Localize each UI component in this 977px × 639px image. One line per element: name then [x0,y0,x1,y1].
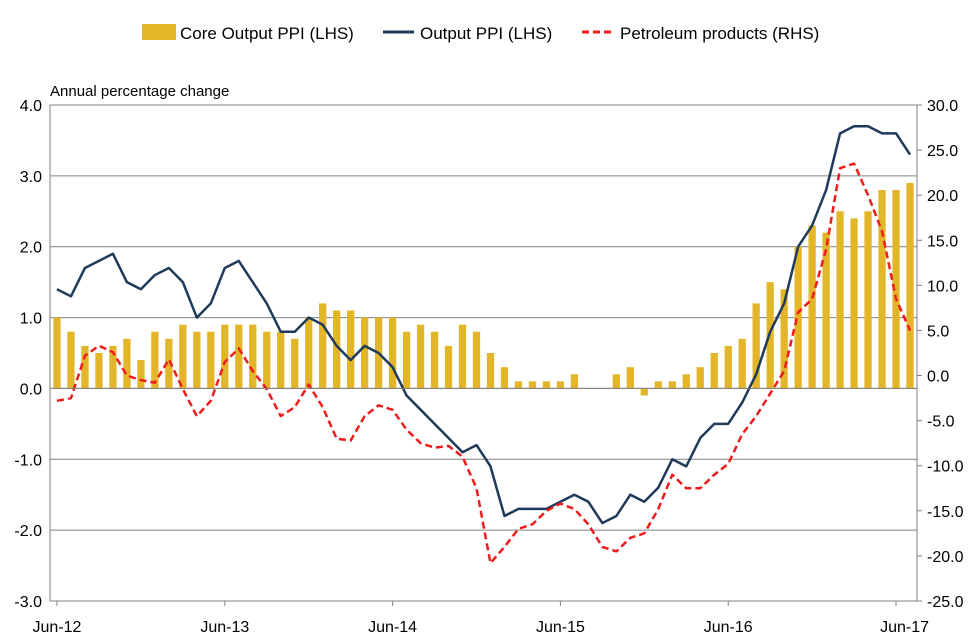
bar-core-output-ppi [402,331,411,389]
bar-core-output-ppi [808,225,816,389]
bar-core-output-ppi [654,381,662,389]
bar-core-output-ppi [179,324,187,389]
bar-core-output-ppi [416,324,425,389]
x-tick-label: Jun-17 [880,619,929,636]
bar-core-output-ppi [836,211,844,389]
y-right-tick-label: 25.0 [927,143,958,160]
bar-core-output-ppi [430,331,439,389]
bar-core-output-ppi [626,367,634,389]
series-lines [56,125,912,565]
y-right-tick-label: 20.0 [927,188,958,205]
x-tick-label: Jun-13 [200,619,249,636]
bar-core-output-ppi [193,331,201,389]
y-left-tick-label: 0.0 [20,381,42,398]
bar-core-output-ppi [710,353,718,389]
bar-core-output-ppi [95,353,103,389]
y-left-tick-label: 4.0 [20,98,42,115]
bar-core-output-ppi [319,303,327,389]
bar-core-output-ppi [794,246,802,389]
bar-core-output-ppi [165,338,173,389]
bar-core-output-ppi [878,190,886,389]
bar-core-output-ppi [668,381,676,389]
axes: -3.0 -2.0 -1.0 0.0 1.0 2.0 3.0 4.0 -25.0 -20.0 -15… [14,98,963,636]
y-right-tick-label: -15.0 [927,504,964,521]
bar-core-output-ppi [472,331,481,389]
line-petroleum-products [56,162,912,565]
bar-core-output-ppi [458,324,467,389]
bar-core-output-ppi [444,345,453,389]
bar-core-output-ppi [263,331,271,389]
bar-core-output-ppi [892,190,900,389]
bar-core-output-ppi [123,338,131,389]
x-tick-label: Jun-15 [536,619,585,636]
bar-core-output-ppi [486,353,495,389]
bar-core-output-ppi [612,374,620,389]
bar-core-output-ppi [109,345,117,389]
bar-core-output-ppi [291,338,299,389]
y-right-tick-label: 30.0 [927,98,958,115]
legend: Core Output PPI (LHS) Output PPI (LHS) P… [142,24,819,43]
y-left-tick-label: -1.0 [14,452,42,469]
x-tick-label: Jun-12 [33,619,82,636]
bar-core-output-ppi [81,345,89,389]
bar-core-output-ppi [528,381,537,389]
bar-core-output-ppi [682,374,690,389]
bar-core-output-ppi [67,331,75,389]
bar-core-output-ppi [850,218,858,389]
bar-core-output-ppi [277,331,285,389]
x-tick-label: Jun-16 [704,619,753,636]
bar-core-output-ppi [780,289,788,389]
bar-core-output-ppi [249,324,257,389]
y-right-tick-label: -10.0 [927,459,964,476]
line-output-ppi [56,125,912,525]
bar-core-output-ppi [542,381,551,389]
y-right-tick-label: 15.0 [927,233,958,250]
bar-core-output-ppi [500,367,509,389]
bar-core-output-ppi [556,381,565,389]
bar-core-output-ppi [570,374,579,389]
bar-core-output-ppi [724,345,732,389]
y-left-tick-label: 1.0 [20,311,42,328]
bar-core-output-ppi [738,338,746,389]
bar-core-output-ppi [822,232,830,389]
legend-label-output: Output PPI (LHS) [420,24,552,43]
bar-core-output-ppi [53,317,61,389]
bar-core-output-ppi [388,317,397,389]
bar-core-output-ppi [305,317,313,389]
legend-label-petroleum: Petroleum products (RHS) [620,24,819,43]
legend-label-core: Core Output PPI (LHS) [180,24,354,43]
bar-core-output-ppi [752,303,760,389]
bars-core-output-ppi [53,182,914,396]
y-right-tick-label: -20.0 [927,549,964,566]
bar-core-output-ppi [864,211,872,389]
y-right-tick-label: -5.0 [927,414,955,431]
bar-core-output-ppi [640,388,648,396]
y-right-tick-label: 10.0 [927,278,958,295]
bar-core-output-ppi [235,324,243,389]
bar-core-output-ppi [696,367,704,389]
y-axis-title: Annual percentage change [50,83,229,100]
y-right-tick-label: 5.0 [927,323,949,340]
bar-core-output-ppi [361,317,369,389]
bar-core-output-ppi [906,182,914,389]
bar-core-output-ppi [151,331,159,389]
bar-core-output-ppi [137,360,145,389]
bar-core-output-ppi [221,324,229,389]
y-left-tick-label: -2.0 [14,523,42,540]
y-left-tick-label: 3.0 [20,169,42,186]
y-right-tick-label: -25.0 [927,594,964,611]
y-right-tick-label: 0.0 [927,369,949,386]
bar-core-output-ppi [333,310,341,389]
legend-swatch-core [142,24,176,40]
x-tick-label: Jun-14 [368,619,417,636]
y-left-tick-label: 2.0 [20,240,42,257]
bar-core-output-ppi [514,381,523,389]
y-left-tick-label: -3.0 [14,594,42,611]
bar-core-output-ppi [207,331,215,389]
bar-core-output-ppi [347,310,355,389]
